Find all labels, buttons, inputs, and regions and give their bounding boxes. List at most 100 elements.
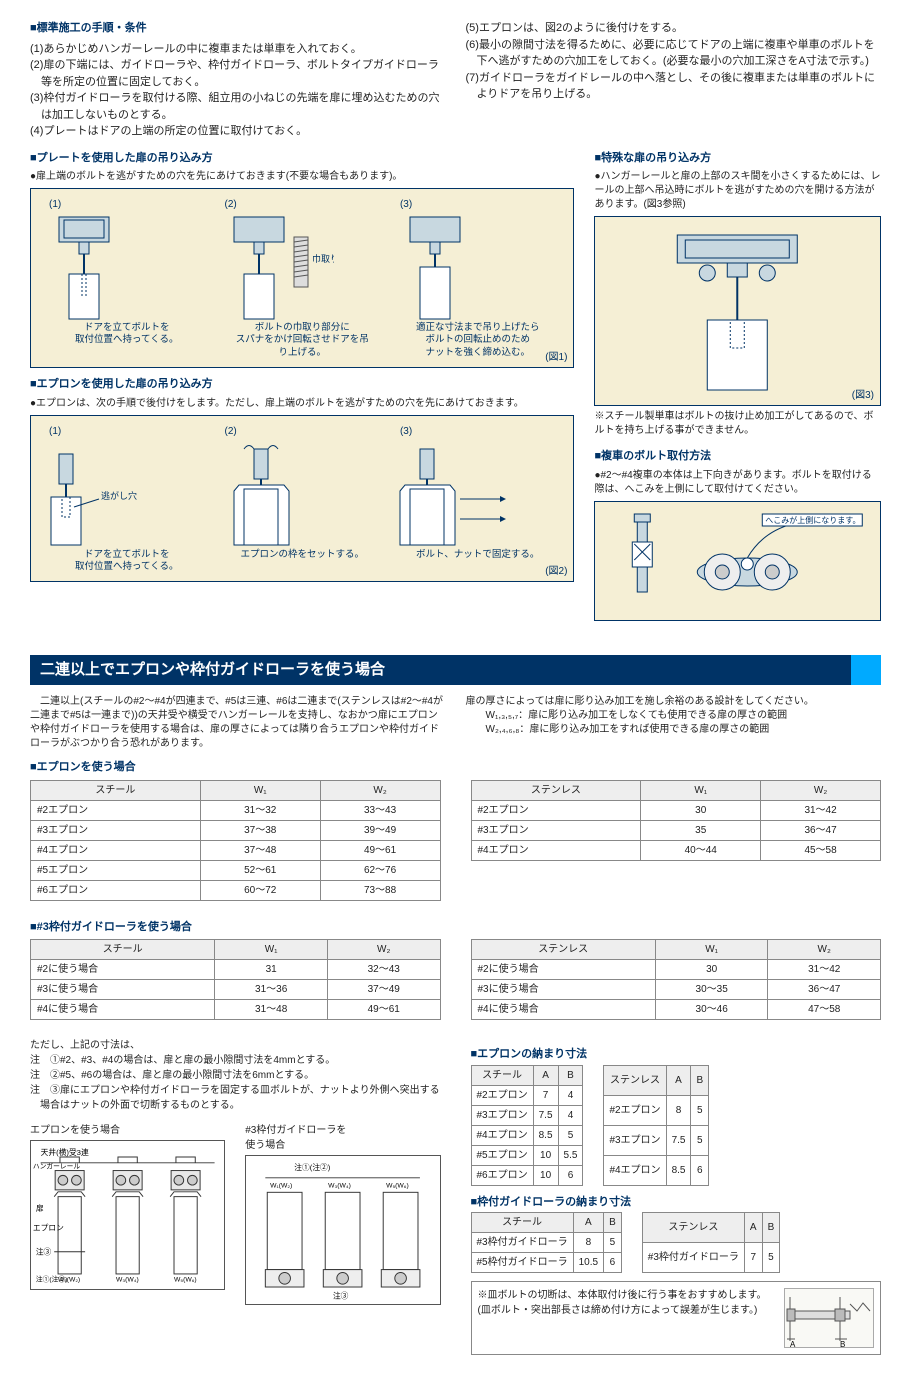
table-cell: 31～36	[215, 980, 328, 1000]
table-row: #3エプロン3536～47	[471, 820, 881, 840]
table-row: #5エプロン105.5	[471, 1145, 583, 1165]
table-header: W₂	[761, 780, 881, 800]
section2-title-text: 二連以上でエプロンや枠付ガイドローラを使う場合	[40, 661, 385, 678]
proc-6: (6)最小の隙間寸法を得るために、必要に応じてドアの上端に複車や単車のボルトを下…	[466, 37, 882, 70]
table-cell: 8.5	[533, 1125, 558, 1145]
section2-w1: W₁,₃,₅,₇：扉に彫り込み加工をしなくても使用できる扉の厚さの範囲	[466, 709, 882, 723]
apron-sus-table: ステンレスW₁W₂#2エプロン3031～42#3エプロン3536～47#4エプロ…	[471, 780, 882, 861]
table-cell: 37～48	[200, 840, 320, 860]
lower-right: ■エプロンの納まり寸法 スチールAB#2エプロン74#3エプロン7.54#4エプ…	[471, 1038, 882, 1355]
table-cell: 8	[666, 1095, 691, 1125]
top-right-col: (5)エプロンは、図2のように後付けをする。 (6)最小の隙間寸法を得るために、…	[466, 20, 882, 140]
table-cell: 37～49	[327, 980, 440, 1000]
table-cell: 36～47	[768, 980, 881, 1000]
svg-text:注①(注②): 注①(注②)	[36, 1275, 68, 1284]
table-row: #3エプロン7.54	[471, 1105, 583, 1125]
table-cell: 37～38	[200, 820, 320, 840]
table-cell: #3に使う場合	[471, 980, 655, 1000]
table-row: #2エプロン85	[604, 1095, 709, 1125]
note-3: 注 ③扉にエプロンや枠付ガイドローラを固定する皿ボルトが、ナットより外側へ突出す…	[30, 1083, 441, 1113]
table-cell: 36～47	[761, 820, 881, 840]
proc-5: (5)エプロンは、図2のように後付けをする。	[466, 20, 882, 37]
notes-intro: ただし、上記の寸法は、	[30, 1038, 441, 1053]
lower-left: ただし、上記の寸法は、 注 ①#2、#3、#4の場合は、扉と扉の最小隙間寸法を4…	[30, 1038, 441, 1305]
table-cell: 73～88	[320, 880, 440, 900]
table-row: #6エプロン106	[471, 1165, 583, 1185]
table-cell: 4	[558, 1085, 583, 1105]
table-header: W₂	[327, 940, 440, 960]
table-cell: 7.5	[666, 1125, 691, 1155]
table-row: #2に使う場合3031～42	[471, 960, 881, 980]
fig1-step2-num: (2)	[224, 197, 389, 212]
bolt-note-icon: A B	[785, 1289, 875, 1349]
table-cell: #3エプロン	[471, 1105, 533, 1125]
table-cell: #3エプロン	[31, 820, 201, 840]
table-header: ステンレス	[642, 1213, 744, 1243]
fig2-step3: (3) ボルト、ナットで固定する。	[390, 424, 565, 574]
apron-dim-steel: スチールAB#2エプロン74#3エプロン7.54#4エプロン8.55#5エプロン…	[471, 1065, 584, 1186]
table-row: #4エプロン8.55	[471, 1125, 583, 1145]
table-cell: 35	[641, 820, 761, 840]
table-cell: 32～43	[327, 960, 440, 980]
table-cell: 30	[641, 800, 761, 820]
table-cell: #4エプロン	[31, 840, 201, 860]
table-header: ステンレス	[604, 1065, 666, 1095]
table-row: #4エプロン40～4445～58	[471, 840, 881, 860]
table-row: #5枠付ガイドローラ10.56	[471, 1253, 621, 1273]
apron-dim-sus: ステンレスAB#2エプロン85#3エプロン7.55#4エプロン8.56	[603, 1065, 709, 1186]
svg-text:注③: 注③	[36, 1247, 52, 1257]
table-row: #3枠付ガイドローラ75	[642, 1243, 779, 1273]
table-cell: #3枠付ガイドローラ	[642, 1243, 744, 1273]
bottom-dia-guide-icon: 注①(注②) W₁(W₂)W₃(W₄)W₅(W₆)	[246, 1156, 439, 1304]
table-cell: 30～46	[655, 1000, 768, 1020]
bottom-dia-guide: #3枠付ガイドローラを 使う場合 注①(注②) W₁(W₂)W₃(W₄)W₅(W…	[245, 1123, 440, 1305]
table-cell: #6エプロン	[31, 880, 201, 900]
table-cell: #4エプロン	[471, 1125, 533, 1145]
fig2-step2-cap: エプロンの枠をセットする。	[214, 549, 389, 561]
table-cell: 49～61	[320, 840, 440, 860]
fig2-step3-num: (3)	[400, 424, 565, 439]
table-cell: 52～61	[200, 860, 320, 880]
table-cell: 31～32	[200, 800, 320, 820]
table-cell: 4	[558, 1105, 583, 1125]
fig2-label: (図2)	[545, 564, 567, 579]
table-row: #5エプロン52～6162～76	[31, 860, 441, 880]
table-cell: 6	[691, 1155, 709, 1185]
svg-text:W₃(W₄): W₃(W₄)	[116, 1277, 139, 1284]
bolt-note-graphic: A B	[784, 1288, 874, 1348]
bottom-dia-guide-title: #3枠付ガイドローラを 使う場合	[245, 1123, 440, 1153]
bottom-dia-apron: エプロンを使う場合 天井(横)受3連 ハンガーレール	[30, 1123, 225, 1305]
table-header: A	[666, 1065, 691, 1095]
fig2-step2-icon	[214, 439, 334, 549]
section2-title: 二連以上でエプロンや枠付ガイドローラを使う場合	[30, 655, 881, 686]
proc-3: (3)枠付ガイドローラを取付ける際、組立用の小ねじの先端を扉に埋め込むための穴は…	[30, 90, 446, 123]
top-instructions: ■標準施工の手順・条件 (1)あらかじめハンガーレールの中に複車または単車を入れ…	[30, 20, 881, 140]
fig2-step3-icon	[390, 439, 540, 549]
table-header: スチール	[31, 780, 201, 800]
table-header: W₁	[215, 940, 328, 960]
guide-dim-sus: ステンレスAB#3枠付ガイドローラ75	[642, 1212, 780, 1273]
table-cell: 7	[533, 1085, 558, 1105]
fig3-box: (図3)	[594, 216, 881, 406]
table-row: #3に使う場合30～3536～47	[471, 980, 881, 1000]
fig2-sub: ●エプロンは、次の手順で後付けをします。ただし、扉上端のボルトを逃がすための穴を…	[30, 397, 574, 411]
table-cell: 6	[558, 1165, 583, 1185]
bolt-note-l1: ※皿ボルトの切断は、本体取付け後に行う事をおすすめします。	[478, 1288, 777, 1303]
table-cell: #2に使う場合	[31, 960, 215, 980]
fig1-heading: ■プレートを使用した扉の吊り込み方	[30, 150, 574, 167]
table-row: #4に使う場合31～4849～61	[31, 1000, 441, 1020]
fig3-sub: ●ハンガーレールと扉の上部のスキ間を小さくするためには、レールの上部へ吊込時にボ…	[594, 170, 881, 212]
table-cell: 5.5	[558, 1145, 583, 1165]
svg-text:B: B	[840, 1340, 845, 1349]
section2-w2: W₂,₄,₆,₈：扉に彫り込み加工をすれば使用できる扉の厚さの範囲	[466, 723, 882, 737]
apron-use-heading: ■エプロンを使う場合	[30, 759, 881, 776]
apron-dim-heading: ■エプロンの納まり寸法	[471, 1046, 882, 1063]
note-2: 注 ②#5、#6の場合は、扉と扉の最小隙間寸法を6mmとする。	[30, 1068, 441, 1083]
table-cell: 5	[558, 1125, 583, 1145]
table-header: W₁	[200, 780, 320, 800]
table-row: #6エプロン60～7273～88	[31, 880, 441, 900]
table-cell: 47～58	[768, 1000, 881, 1020]
table-header: B	[762, 1213, 780, 1243]
bolt-method-box: へこみが上側になります。	[594, 501, 881, 621]
table-cell: 10	[533, 1165, 558, 1185]
